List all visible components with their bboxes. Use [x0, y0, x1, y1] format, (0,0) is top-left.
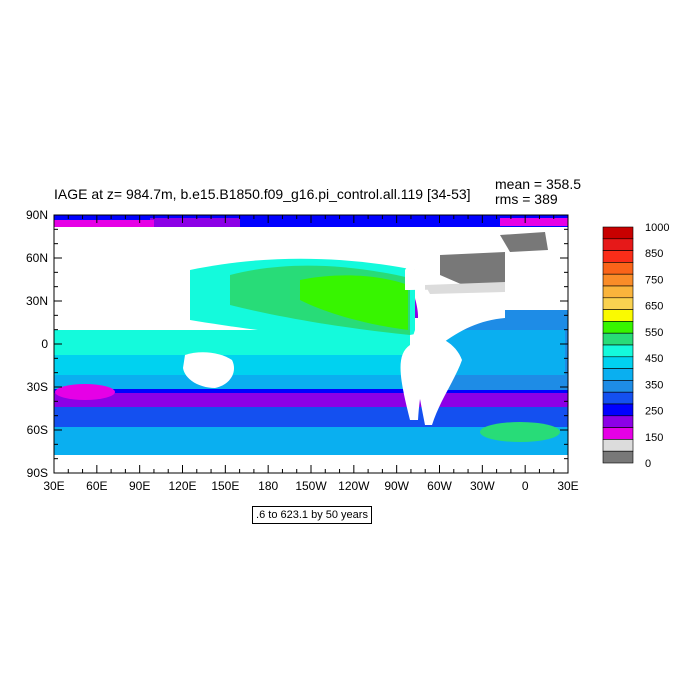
colorbar-label: 0 [645, 458, 651, 470]
x-tick-label: 30E [557, 479, 578, 493]
colorbar-swatch [602, 391, 634, 405]
colorbar-swatch [602, 273, 634, 287]
colorbar-swatch [602, 427, 634, 440]
colorbar-label: 650 [645, 301, 663, 313]
x-tick-label: 120W [338, 479, 370, 493]
colorbar-swatch [602, 285, 634, 299]
colorbar-swatch [602, 332, 634, 346]
x-tick-label: 120E [168, 479, 196, 493]
colorbar-swatch [602, 380, 634, 393]
colorbar-label: 250 [645, 406, 663, 418]
x-tick-label: 0 [522, 479, 529, 493]
y-tick-label: 30S [27, 380, 48, 394]
y-tick-label: 60S [27, 423, 48, 437]
y-tick-label: 0 [41, 337, 48, 351]
x-axis: 30E 60E 90E 120E 150E 180 150W 120W 90W 60W 30W 0 30… [43, 215, 579, 493]
chart-title: IAGE at z= 984.7m, b.e15.B1850.f09_g16.p… [54, 186, 471, 202]
colorbar-swatch [602, 439, 634, 452]
colorbar-swatch [602, 262, 634, 275]
y-tick-label: 30N [26, 294, 48, 308]
colorbar-swatch [602, 415, 634, 428]
x-tick-label: 150E [211, 479, 239, 493]
x-tick-label: 60E [86, 479, 107, 493]
x-tick-label: 90W [384, 479, 409, 493]
colorbar-swatch [602, 368, 634, 381]
colorbar-swatch [602, 450, 634, 464]
mean-label: mean = 358.5 [495, 176, 582, 192]
colorbar-label: 550 [645, 327, 663, 339]
y-axis: 90N 60N 30N 0 30S 60S 90S [26, 208, 568, 480]
y-tick-label: 60N [26, 251, 48, 265]
colorbar-swatch [602, 238, 634, 251]
colorbar-swatch [602, 226, 634, 240]
colorbar-swatch [602, 250, 634, 263]
colorbar-label: 350 [645, 379, 663, 391]
x-tick-label: 150W [295, 479, 327, 493]
map-field [54, 215, 568, 473]
colorbar-swatch [602, 344, 634, 358]
x-tick-label: 30W [470, 479, 495, 493]
colorbar-label: 1000 [645, 222, 669, 234]
contour-info-box: .6 to 623.1 by 50 years [252, 506, 372, 524]
colorbar-label: 150 [645, 432, 663, 444]
colorbar-label: 850 [645, 248, 663, 260]
colorbar-swatch [602, 321, 634, 334]
colorbar-label: 450 [645, 353, 663, 365]
colorbar-swatch [602, 403, 634, 417]
rms-label: rms = 389 [495, 191, 558, 207]
x-tick-label: 30E [43, 479, 64, 493]
y-tick-label: 90N [26, 208, 48, 222]
colorbar-label: 750 [645, 274, 663, 286]
colorbar-swatch [602, 356, 634, 369]
x-tick-label: 90E [129, 479, 150, 493]
x-tick-label: 180 [258, 479, 278, 493]
y-tick-label: 90S [27, 466, 48, 480]
colorbar: 1000 850 750 650 550 450 350 250 150 0 [602, 222, 669, 470]
colorbar-swatch [602, 309, 634, 322]
colorbar-swatch [602, 297, 634, 310]
x-tick-label: 60W [427, 479, 452, 493]
